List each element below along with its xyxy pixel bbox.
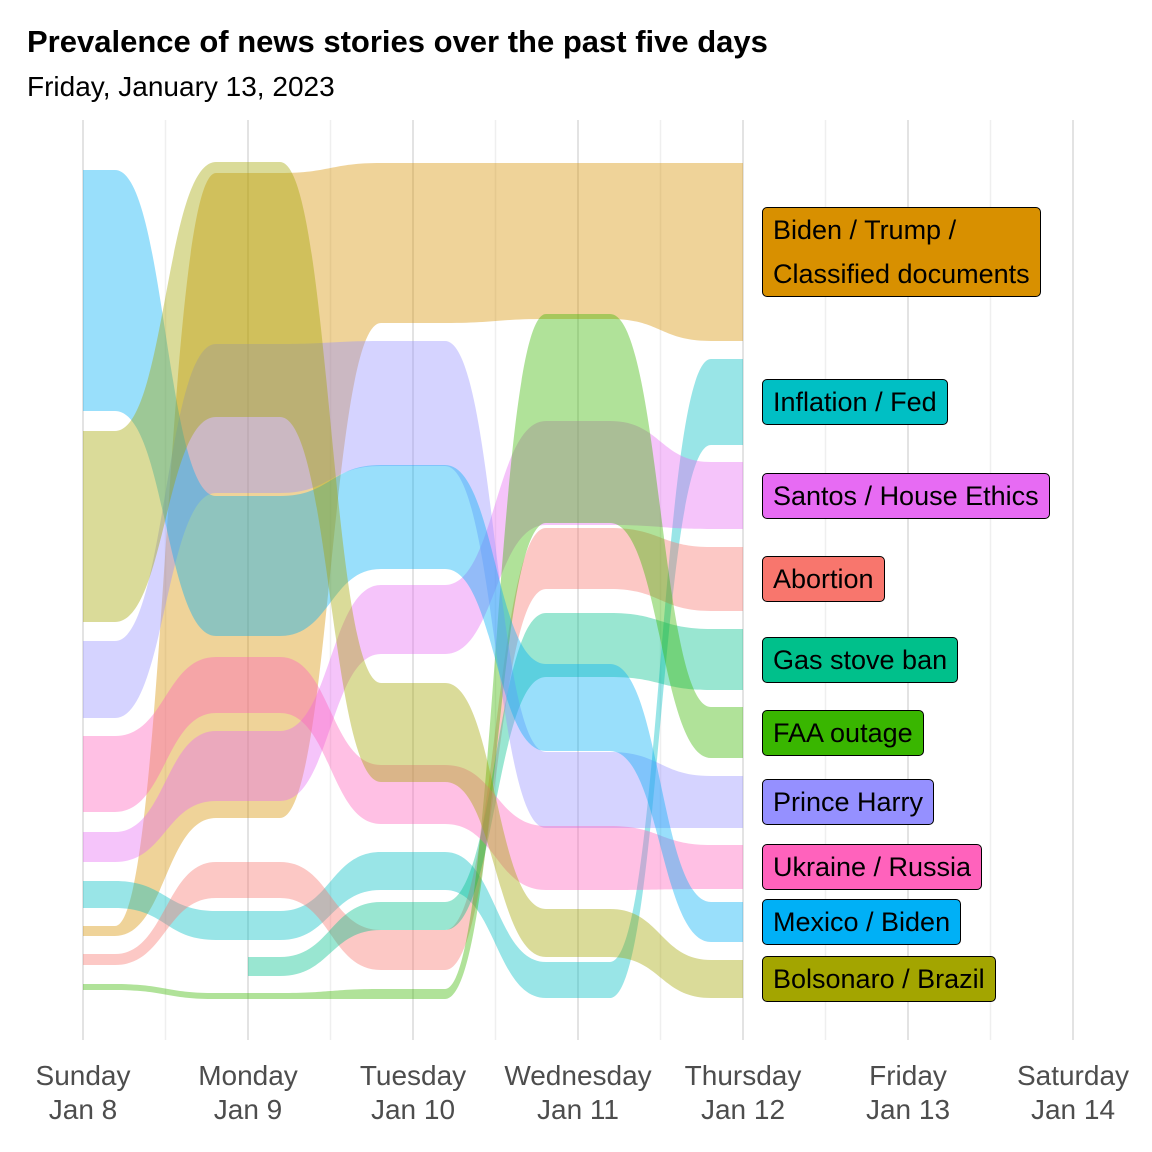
x-tick-label: Thursday Jan 12 [685,1060,802,1125]
legend-label: Bolsonaro / Brazil [762,956,996,1002]
legend-label-line: Prince Harry [773,787,924,817]
legend-label-line: Bolsonaro / Brazil [773,964,985,994]
legend-label: Abortion [762,556,885,602]
series-band [83,163,743,936]
legend-label-line: FAA outage [773,717,913,748]
series-band [83,359,743,998]
x-tick-label: Saturday Jan 14 [1017,1060,1129,1125]
x-tick-label: Monday Jan 9 [198,1060,298,1125]
legend-label: Gas stove ban [762,636,959,683]
series-band [83,170,743,942]
legend-label-line: Abortion [773,564,874,594]
x-tick-label: Friday Jan 13 [866,1060,950,1125]
series-band [83,162,743,998]
legend-label: Prince Harry [762,779,935,825]
legend-label: Mexico / Biden [762,899,962,945]
series-bands [83,162,743,999]
legend-label-line: Santos / House Ethics [773,480,1039,511]
series-band [83,421,743,862]
chart-title: Prevalence of news stories over the past… [27,24,768,59]
series-band [83,528,743,970]
legend-label: Biden / Trump / Classified documents [762,207,1041,297]
chart-subtitle: Friday, January 13, 2023 [27,71,335,102]
legend-label-line: Mexico / Biden [773,907,951,937]
series-band [83,341,743,828]
x-axis-ticks: Sunday Jan 8 Monday Jan 9 Tuesday Jan 10 Wedne… [36,1060,1130,1125]
series-band [83,314,743,999]
legend-label: FAA outage [762,709,924,756]
legend-label-line: Biden / Trump / [773,215,957,245]
series-band [83,657,743,890]
series-band [248,613,743,976]
x-tick-label: Tuesday Jan 10 [360,1060,466,1125]
legend-label-line: Ukraine / Russia [773,852,972,882]
legend-label: Santos / House Ethics [762,472,1050,519]
legend-label: Ukraine / Russia [762,844,983,890]
legend-label: Inflation / Fed [762,379,948,425]
x-tick-label: Sunday Jan 8 [36,1060,131,1125]
legend-label-line: Inflation / Fed [773,387,937,417]
legend-label-line: Classified documents [773,259,1030,289]
x-tick-label: Wednesday Jan 11 [504,1060,651,1125]
legend-label-line: Gas stove ban [773,644,948,675]
